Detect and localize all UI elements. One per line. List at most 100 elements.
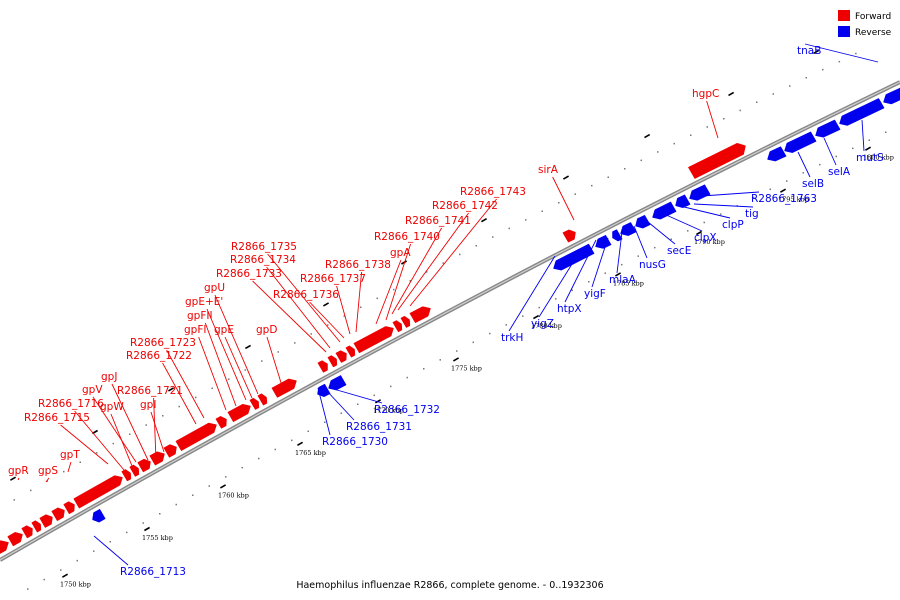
gene-label-gpu: gpU [204, 282, 225, 294]
leader-line [823, 137, 837, 166]
gene-label-r2866-1713: R2866_1713 [120, 566, 186, 578]
gene-arrow [39, 514, 53, 528]
gene-label-r2866-1722: R2866_1722 [126, 350, 192, 362]
leader-line [385, 243, 412, 321]
tick-label: 1800 kbp [863, 154, 894, 162]
legend-reverse-label: Reverse [855, 28, 892, 38]
leader-line [647, 221, 676, 245]
minor-tick-dot [739, 109, 741, 112]
leader-line [266, 336, 283, 387]
minor-tick-dot [670, 238, 672, 240]
minor-tick-dot [93, 550, 95, 552]
minor-tick-dot [591, 184, 593, 187]
gene-label-yigf: yigF [584, 288, 606, 300]
minor-tick-dot [855, 52, 857, 55]
major-tick [813, 49, 820, 55]
minor-tick-dot [772, 93, 774, 95]
gene-label-gpj: gpJ [101, 371, 117, 383]
minor-tick-dot [703, 221, 705, 224]
gene-label-tnab: tnaB [797, 45, 821, 57]
figure-caption: Haemophilus influenzae R2866, complete g… [296, 580, 603, 591]
minor-tick-dot [723, 118, 725, 120]
gene-arrow [562, 229, 576, 243]
minor-tick-dot [258, 457, 260, 460]
minor-tick-dot [159, 513, 161, 515]
gene-arrow [0, 540, 9, 554]
major-tick [615, 272, 621, 277]
gene-label-r2866-1733: R2866_1733 [216, 268, 282, 280]
legend-forward-label: Forward [855, 12, 891, 22]
major-tick [297, 441, 303, 446]
minor-tick-dot [307, 430, 309, 432]
gene-label-r2866-1716: R2866_1716 [38, 398, 104, 410]
gene-label-nusg: nusG [639, 259, 666, 271]
gene-label-r2866-1723: R2866_1723 [130, 337, 196, 349]
gene-arrow [31, 520, 42, 533]
gene-arrow [175, 422, 217, 452]
leader-line [616, 231, 623, 274]
minor-tick-dot [393, 288, 395, 291]
gene-label-r2866-1763: R2866_1763 [751, 193, 817, 205]
leader-line [317, 387, 331, 436]
minor-tick-dot [505, 324, 507, 326]
minor-tick-dot [472, 341, 474, 344]
gene-arrow [652, 201, 677, 220]
leader-line [663, 213, 703, 232]
minor-tick-dot [687, 230, 689, 232]
gene-arrow [73, 475, 123, 509]
minor-tick-dot [819, 163, 821, 166]
leader-line [150, 411, 165, 453]
minor-tick-dot [868, 139, 870, 141]
gene-arrow [137, 458, 151, 473]
major-tick [453, 357, 459, 362]
minor-tick-dot [508, 227, 510, 230]
major-tick [533, 314, 539, 320]
minor-tick-dot [192, 494, 194, 496]
gene-label-sela: selA [828, 166, 851, 178]
minor-tick-dot [838, 60, 841, 63]
leader-line [564, 239, 597, 303]
leader-line [206, 308, 247, 401]
gene-arrow [392, 320, 403, 333]
leader-line [804, 43, 879, 63]
gene-label-gpd: gpD [256, 324, 277, 336]
gene-arrow [317, 360, 328, 373]
minor-tick-dot [360, 306, 362, 308]
leader-line [198, 336, 227, 411]
gene-arrow [689, 184, 711, 201]
leader-line [166, 349, 205, 419]
minor-tick-dot [588, 281, 590, 283]
leader-line [355, 271, 363, 333]
minor-tick-dot [885, 131, 887, 133]
gene-label-gps: gpS [38, 465, 58, 477]
gene-arrow [227, 403, 251, 423]
minor-tick-dot [802, 172, 804, 174]
minor-tick-dot [162, 415, 164, 417]
gene-arrow [7, 532, 23, 547]
gene-label-r2866-1737: R2866_1737 [300, 273, 366, 285]
minor-tick-dot [225, 476, 227, 478]
leader-line [679, 205, 731, 219]
minor-tick-dot [442, 262, 444, 264]
minor-tick-dot [43, 578, 45, 581]
minor-tick-dot [706, 126, 708, 128]
gene-label-htpx: htpX [557, 303, 582, 315]
tick-label: 1750 kbp [60, 581, 91, 589]
major-tick [481, 218, 487, 223]
minor-tick-dot [76, 559, 78, 562]
major-tick [696, 230, 702, 236]
gene-label-selb: selB [802, 178, 824, 190]
gene-features [0, 87, 900, 554]
gene-label-r2866-1735: R2866_1735 [231, 241, 297, 253]
minor-tick-dot [574, 193, 576, 195]
minor-tick-dot [96, 452, 98, 454]
minor-tick-dot [373, 394, 375, 397]
minor-tick-dot [571, 289, 573, 291]
leader-line [797, 151, 811, 178]
minor-tick-dot [604, 272, 606, 274]
minor-tick-dot [376, 297, 378, 300]
legend: Forward Reverse [838, 10, 892, 38]
minor-tick-dot [657, 151, 659, 153]
tick-label: 1785 kbp [613, 279, 644, 287]
gene-arrow [63, 501, 75, 515]
